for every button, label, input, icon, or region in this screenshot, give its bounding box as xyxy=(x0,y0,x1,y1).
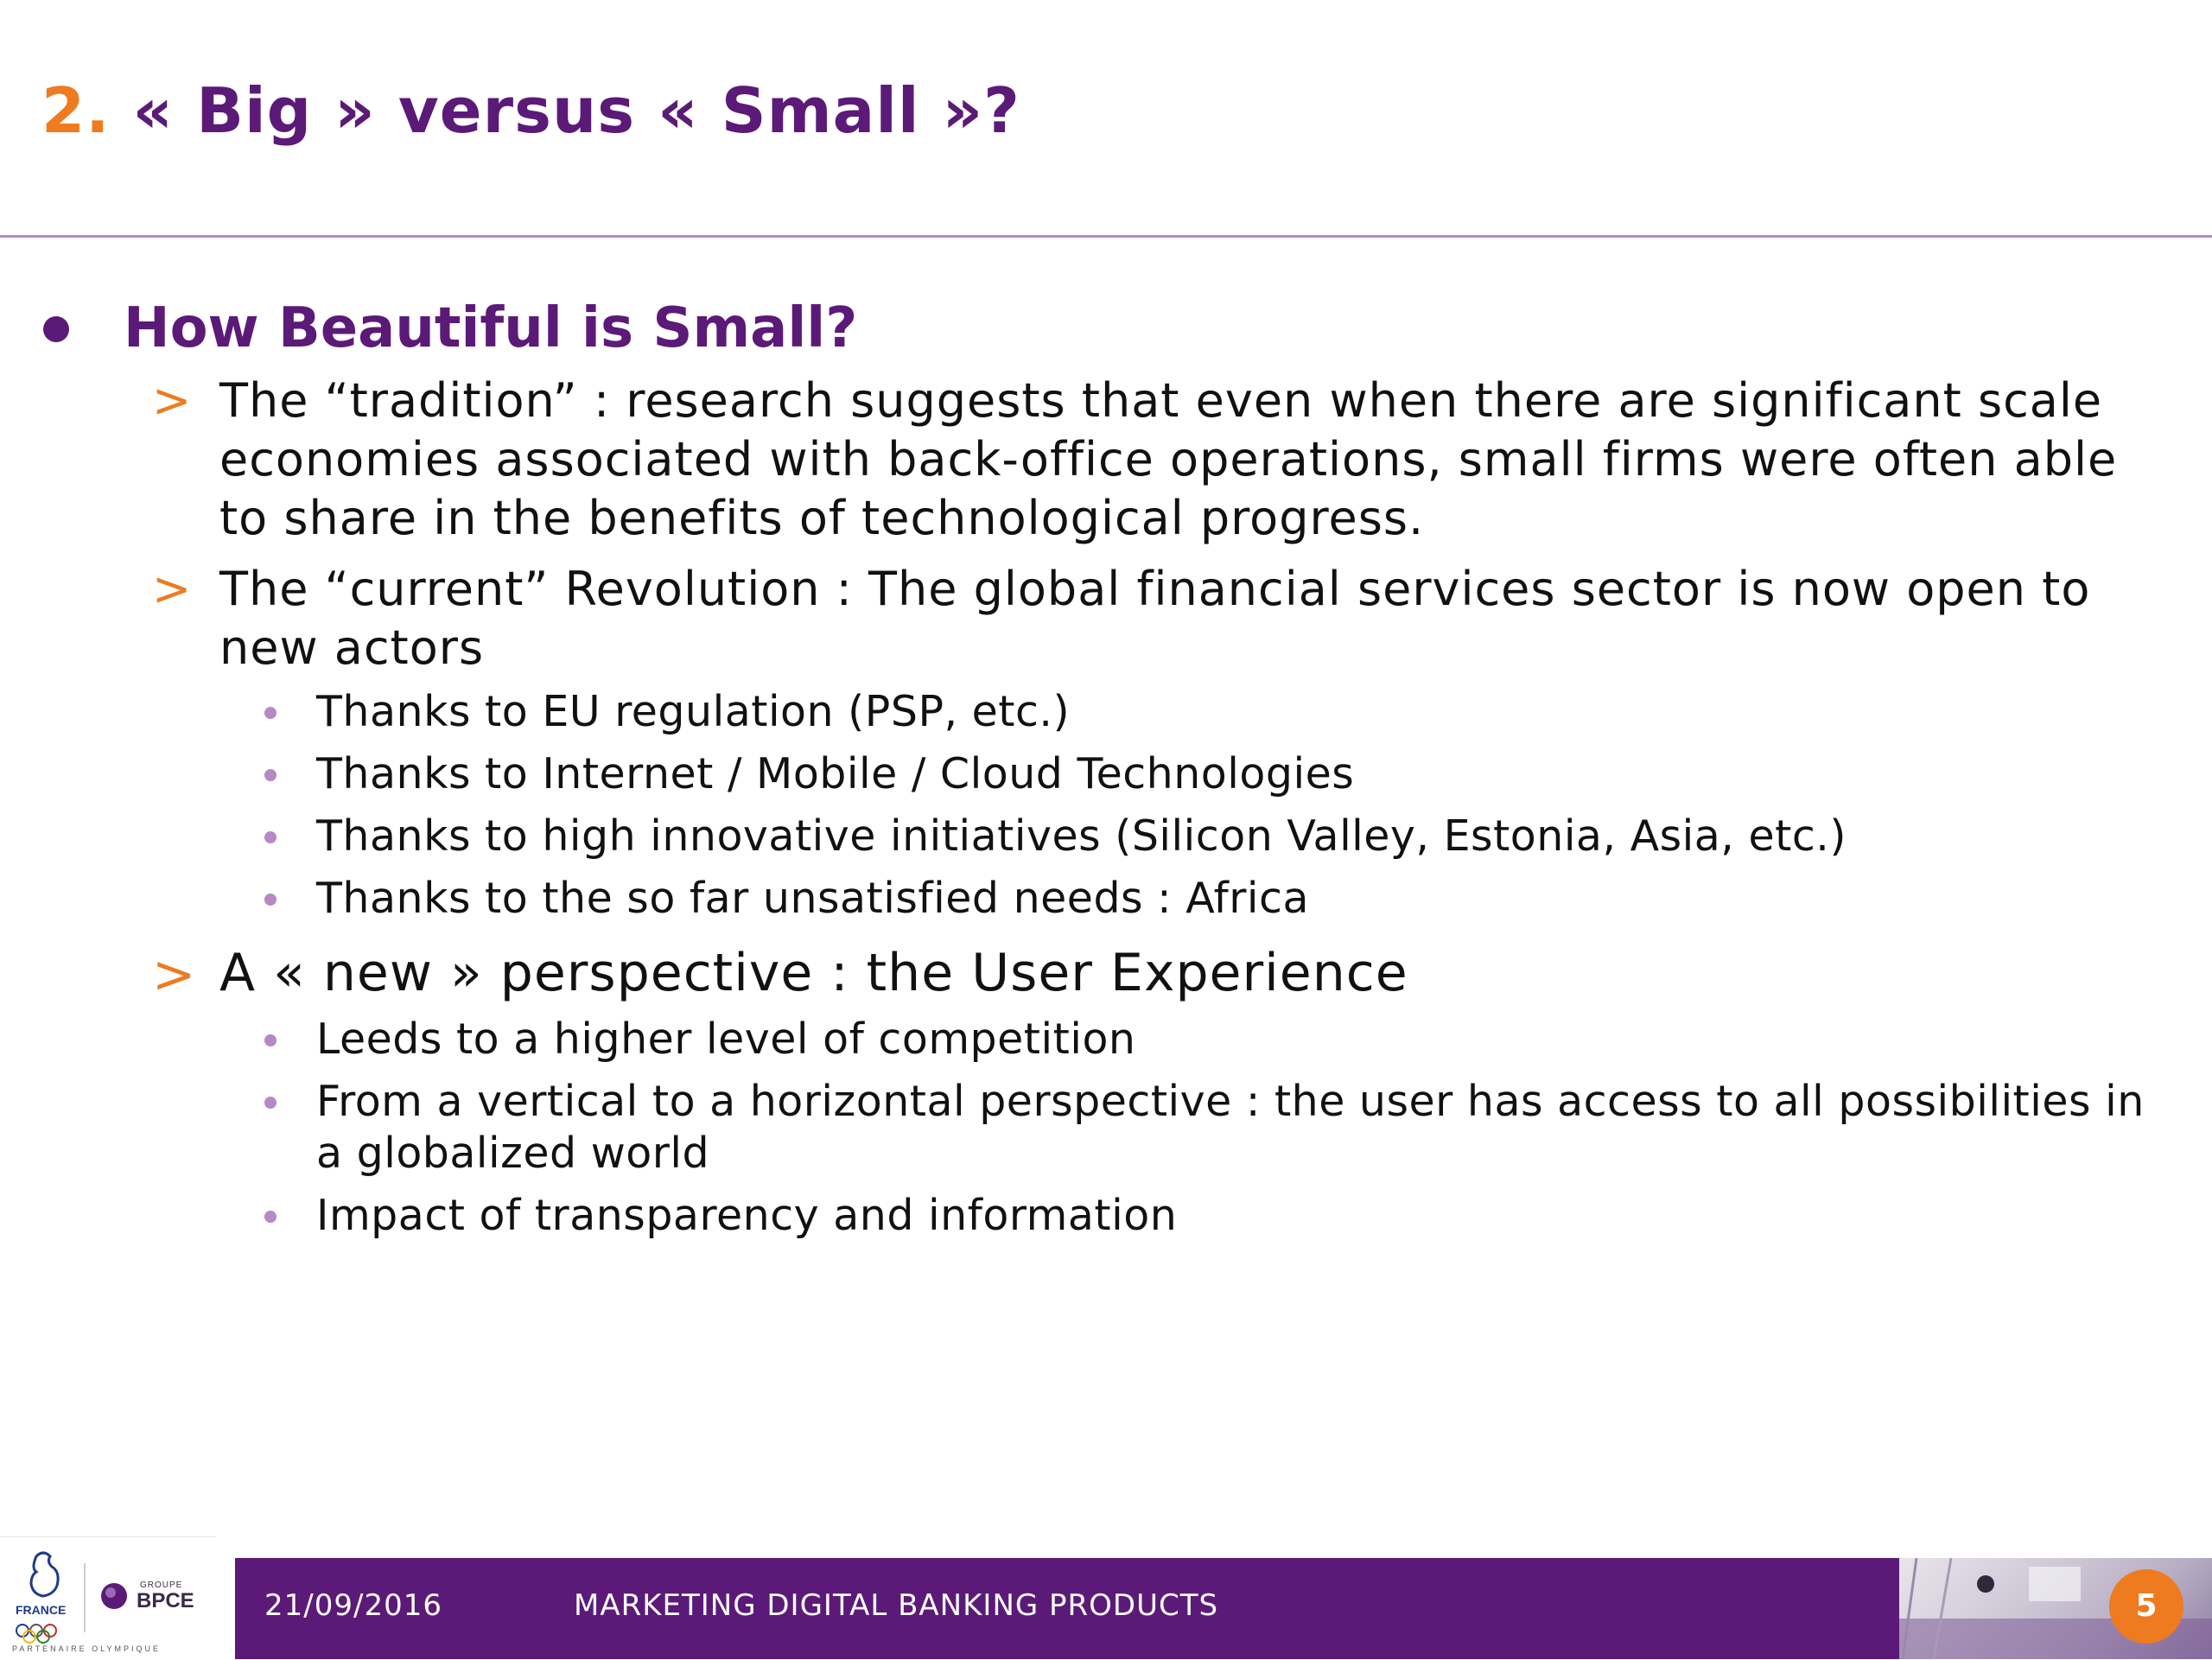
chevron-right-icon: > xyxy=(152,373,192,428)
footer-title: MARKETING DIGITAL BANKING PRODUCTS xyxy=(574,1588,1219,1623)
point-user-experience: A « new » perspective : the User Experie… xyxy=(219,943,1408,1003)
subpoint-africa: Thanks to the so far unsatisfied needs :… xyxy=(316,874,1309,923)
small-dot-icon xyxy=(264,1211,276,1223)
title-text: « Big » versus « Small »? xyxy=(110,74,1020,147)
bpce-logo-text: BPCE xyxy=(137,1589,194,1612)
rooster-logo-icon xyxy=(16,1551,127,1644)
subpoint-competition: Leeds to a higher level of competition xyxy=(316,1014,1136,1064)
small-dot-icon xyxy=(264,831,276,843)
partner-text: PARTENAIRE OLYMPIQUE xyxy=(12,1644,162,1653)
small-dot-icon xyxy=(264,707,276,719)
small-dot-icon xyxy=(264,894,276,906)
point-revolution: The “current” Revolution : The global fi… xyxy=(219,562,2091,675)
footer-date: 21/09/2016 xyxy=(264,1588,442,1623)
title-divider xyxy=(0,235,2212,238)
section-heading: How Beautiful is Small? xyxy=(124,296,858,360)
point-tradition: The “tradition” : research suggests that… xyxy=(219,373,2118,545)
small-dot-icon xyxy=(264,1034,276,1046)
subpoint-transparency: Impact of transparency and information xyxy=(316,1191,1178,1240)
footer-logos: FRANCE GROUPE BPCE PARTENAIRE OLYMPIQUE xyxy=(0,1536,216,1660)
subpoint-eu-regulation: Thanks to EU regulation (PSP, etc.) xyxy=(316,687,1071,736)
footer-bar xyxy=(235,1558,1899,1659)
chevron-right-icon: > xyxy=(152,562,192,616)
groupe-logo-text: GROUPE xyxy=(140,1580,183,1590)
filled-circle-icon xyxy=(43,316,69,342)
chevron-right-icon: > xyxy=(152,944,196,1005)
france-logo-text: FRANCE xyxy=(16,1603,67,1617)
subpoint-horizontal: From a vertical to a horizontal perspect… xyxy=(316,1077,2145,1178)
slide-title: 2. « Big » versus « Small »? xyxy=(41,80,1020,142)
title-number: 2. xyxy=(41,74,111,147)
subpoint-innovative: Thanks to high innovative initiatives (S… xyxy=(316,811,1847,861)
subpoint-internet: Thanks to Internet / Mobile / Cloud Tech… xyxy=(316,749,1355,798)
page-number-badge: 5 xyxy=(2109,1569,2183,1644)
small-dot-icon xyxy=(264,769,276,781)
small-dot-icon xyxy=(264,1097,276,1109)
